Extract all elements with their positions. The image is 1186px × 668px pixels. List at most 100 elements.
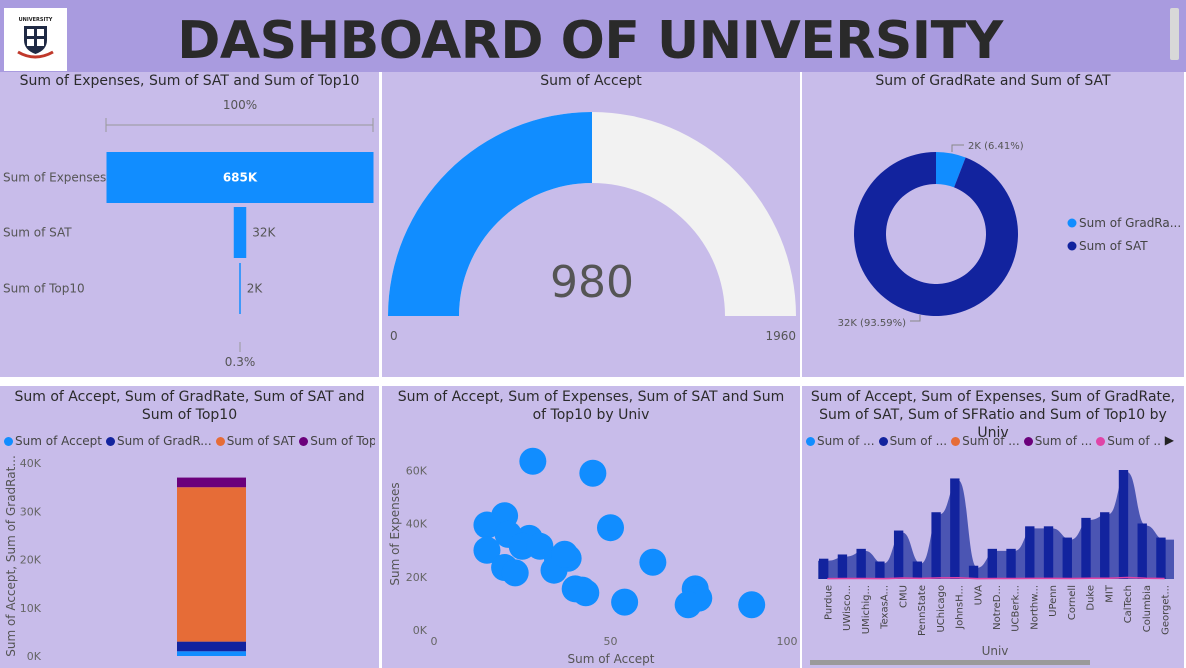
scatter-point[interactable] — [579, 459, 607, 487]
donut-chart: 2K (6.41%) 32K (93.59%) Sum of GradRa... Su… — [838, 141, 1182, 329]
stacked-segment — [177, 487, 246, 642]
funnel-top-pct: 100% — [223, 98, 257, 112]
stacked-segment — [177, 477, 246, 488]
stacked-ylabel: Sum of Accept, Sum of GradRat... — [4, 455, 18, 657]
stacked-legend-label: Sum of Accept — [15, 434, 103, 448]
area-x-tick: UPenn — [1048, 585, 1059, 617]
area-band — [1062, 537, 1072, 579]
scatter-point[interactable] — [473, 511, 501, 539]
area-legend-label: Sum of ... — [1034, 434, 1093, 448]
funnel-bar — [233, 207, 247, 258]
scatter-y-tick: 0K — [413, 624, 428, 637]
scatter-point[interactable] — [639, 548, 667, 576]
area-x-tick: UCBerk... — [1011, 585, 1022, 632]
area-band — [1043, 526, 1054, 579]
area-legend-label: Sum of ... — [962, 434, 1020, 448]
scatter-y-tick: 60K — [406, 465, 428, 478]
stacked-chart: Sum of Accept, Sum of GradRat... 0K 10K 20… — [4, 455, 246, 663]
area-legend-label: Sum of ... — [1107, 434, 1162, 448]
stacked-segment — [177, 651, 246, 656]
area-x-tick: UWisco... — [842, 585, 853, 631]
area-band — [819, 558, 829, 579]
stacked-y-tick: 10K — [20, 602, 42, 615]
area-panel: Sum of Accept, Sum of Expenses, Sum of G… — [802, 386, 1184, 668]
area-x-tick: UVA — [973, 585, 984, 606]
scatter-point[interactable] — [519, 447, 547, 475]
scatter-point[interactable] — [551, 540, 579, 568]
area-x-tick: Cornell — [1067, 585, 1078, 620]
stacked-legend-item[interactable]: Sum of Accept — [4, 434, 102, 448]
area-x-tick: Northw... — [1029, 585, 1040, 630]
area-legend-item[interactable]: Sum of ... — [806, 434, 875, 448]
funnel-category-label: Sum of SAT — [3, 226, 72, 240]
area-legend-item[interactable]: Sum of ... — [951, 434, 1020, 448]
area-x-tick: CalTech — [1123, 585, 1134, 623]
area-chart: Univ Purdue UWisco... UMichig... TexasA... C… — [810, 470, 1174, 665]
scatter-y-tick: 40K — [406, 518, 428, 531]
area-x-tick: TexasA... — [880, 585, 891, 630]
area-scrollbar[interactable] — [810, 660, 1090, 665]
scatter-point[interactable] — [473, 536, 501, 564]
area-band — [1156, 537, 1166, 579]
scatter-xlabel: Sum of Accept — [567, 652, 654, 666]
stacked-legend-item[interactable]: Sum of GradR... — [106, 434, 212, 448]
scatter-point[interactable] — [611, 588, 639, 616]
area-band — [1100, 512, 1110, 579]
funnel-panel: Sum of Expenses, Sum of SAT and Sum of T… — [0, 72, 379, 377]
area-x-tick: Columbia — [1142, 585, 1153, 632]
stacked-legend-marker — [106, 437, 116, 446]
area-legend-item[interactable]: Sum of ... — [1023, 434, 1093, 448]
area-band — [837, 554, 848, 579]
dashboard-title: DASHBOARD OF UNIVERSITY — [177, 11, 1003, 71]
stacked-legend: Sum of Accept Sum of GradR... Sum of SAT Su… — [4, 434, 375, 448]
area-band — [893, 530, 904, 579]
funnel-title: Sum of Expenses, Sum of SAT and Sum of T… — [19, 73, 360, 89]
funnel-data-label: 685K — [223, 171, 258, 185]
area-legend-label: Sum of ... — [817, 434, 875, 448]
stacked-y-tick: 30K — [20, 505, 42, 518]
area-band — [912, 561, 923, 579]
area-x-tick: Georget... — [1161, 585, 1172, 635]
area-legend-marker — [951, 437, 961, 446]
gauge-value: 980 — [550, 257, 634, 308]
gauge-title: Sum of Accept — [540, 73, 642, 89]
donut-panel: Sum of GradRate and Sum of SAT 2K (6.41%… — [802, 72, 1184, 377]
area-band — [856, 548, 866, 579]
area-band — [931, 512, 941, 579]
area-band — [1006, 548, 1016, 579]
area-band — [950, 478, 960, 579]
area-legend: Sum of ... Sum of ... Sum of ... Sum of ...… — [806, 434, 1162, 448]
area-x-tick: UChicago — [936, 585, 947, 633]
scatter-point[interactable] — [501, 559, 529, 587]
gauge-panel: Sum of Accept 980 0 1960 — [382, 72, 800, 377]
scatter-point[interactable] — [568, 576, 596, 604]
scatter-x-tick: 50 — [604, 635, 618, 648]
area-legend-marker — [1023, 437, 1033, 446]
scatter-point[interactable] — [674, 591, 702, 619]
stacked-legend-marker — [299, 437, 309, 446]
scatter-point[interactable] — [738, 591, 766, 619]
stacked-legend-item[interactable]: Sum of SAT — [215, 434, 295, 448]
area-title: Sum of Accept, Sum of Expenses, Sum of G… — [810, 389, 1176, 441]
area-band — [875, 561, 885, 579]
funnel-category-label: Sum of Expenses — [3, 171, 106, 185]
funnel-data-label: 32K — [252, 226, 276, 240]
stacked-y-tick: 40K — [20, 457, 42, 470]
stacked-legend-item[interactable]: Sum of Top10 — [299, 434, 375, 448]
area-band — [1118, 470, 1129, 579]
logo-text: UNIVERSITY — [19, 17, 53, 23]
area-legend-item[interactable]: Sum of ... — [878, 434, 947, 448]
stacked-title: Sum of Accept, Sum of GradRate, Sum of S… — [14, 389, 365, 423]
funnel-bar — [239, 263, 241, 314]
donut-leader-line — [951, 144, 964, 152]
area-x-tick: PennState — [917, 585, 928, 636]
scatter-chart: Sum of Accept Sum of Expenses 0 50 100 0K 20… — [388, 447, 798, 666]
page-scrollbar[interactable] — [1170, 8, 1179, 60]
area-legend-item[interactable]: Sum of ... — [1096, 434, 1162, 448]
scatter-point[interactable] — [597, 514, 624, 542]
area-x-tick: UMichig... — [861, 585, 872, 634]
legend-next-icon[interactable]: ▶ — [1164, 433, 1174, 447]
area-x-tick: CMU — [898, 585, 909, 608]
scatter-y-tick: 20K — [406, 571, 428, 584]
gauge-fill — [388, 112, 592, 316]
